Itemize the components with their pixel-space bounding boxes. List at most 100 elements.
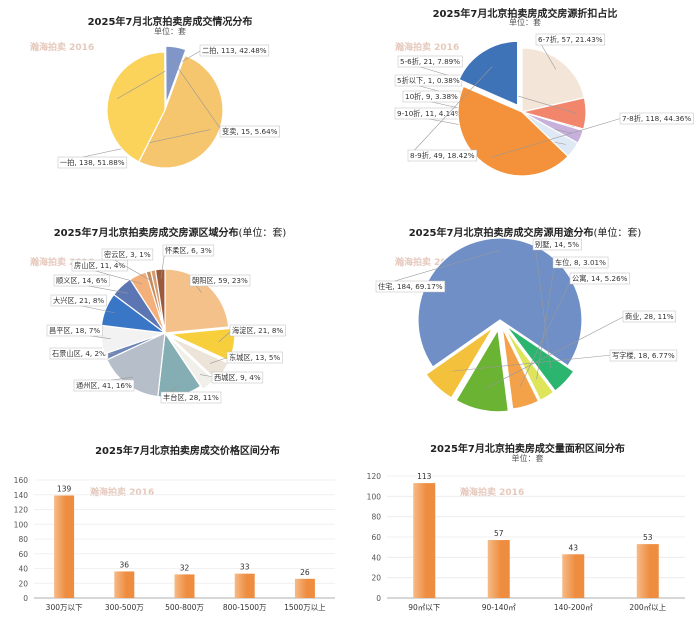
pie-slice-label: 顺义区, 14, 6% [56, 276, 107, 285]
pie-label-box [46, 324, 103, 337]
pie-slice-label: 10折, 9, 3.38% [405, 92, 458, 101]
y-tick-label: 0 [376, 594, 381, 603]
pie-slice [521, 47, 586, 113]
bar-chart: 0 20 40 60 80 100 120 113 90㎡以下 57 90-140㎡ 43 140-20… [367, 472, 685, 612]
x-tick-label: 800-1500万 [223, 603, 267, 612]
bar [54, 495, 75, 598]
pie-slice-label: 昌平区, 18, 7% [49, 326, 100, 335]
chart-title-unit: (单位：套) [238, 228, 287, 239]
pie-label-box [101, 248, 154, 261]
pie-label-box [226, 351, 283, 364]
pie-label-box [397, 55, 463, 68]
pie-slice-label: 车位, 8, 3.01% [555, 258, 606, 267]
watermark-brand: 瀚海拍卖 [395, 43, 432, 53]
pie-slice [165, 45, 187, 105]
bar [114, 571, 135, 598]
pie-label-box [49, 347, 109, 360]
x-tick-label: 500-800万 [165, 603, 204, 612]
pie-slice-label: 商业, 28, 11% [625, 312, 674, 321]
pie-label-box [229, 324, 286, 337]
bar [294, 578, 315, 598]
chart-subtitle: 单位：套 [154, 27, 186, 36]
pie-slice-label: 通州区, 41, 16% [76, 381, 132, 390]
bar-value-label: 26 [300, 568, 310, 577]
bar [174, 574, 195, 598]
chart-panel-discount: 2025年7月北京拍卖房成交房源折扣占比 单位：套 6-7折, 57, 21.4… [350, 0, 700, 200]
y-tick-label: 80 [18, 535, 28, 544]
watermark-brand: 瀚海拍卖 [30, 258, 67, 268]
bar-chart: 0 20 40 60 80 100 120 140 160 139 300万以下 36 300-500万… [14, 476, 335, 612]
pie-slice [154, 268, 166, 334]
watermark-year: 2016 [499, 488, 525, 498]
pie-slice-label: 密云区, 3, 1% [104, 250, 151, 259]
pie-slice [457, 85, 569, 177]
pie-slice-label: 变卖, 15, 5.64% [222, 127, 278, 136]
x-tick-label: 90㎡以下 [408, 603, 441, 612]
pie-leader-line [173, 61, 223, 132]
y-tick-label: 40 [18, 565, 28, 574]
y-tick-label: 20 [18, 579, 28, 588]
y-tick-label: 160 [14, 476, 29, 485]
watermark: 瀚海拍卖 2016 [90, 485, 154, 498]
bar [413, 483, 436, 598]
pie-slice-label: 写字楼, 18, 6.77% [612, 351, 675, 360]
pie-label-box [57, 156, 128, 169]
bar [234, 573, 255, 598]
chart-title: 2025年7月北京拍卖房成交房源用途分布(单位：套) [350, 224, 700, 239]
pie-label-box [219, 125, 280, 138]
pie-label-box [53, 274, 110, 287]
pie-chart: 住宅, 184, 69.17% 别墅, 14, 5% 车位, 8, 3.01% 公寓,… [375, 237, 678, 413]
y-tick-label: 60 [18, 550, 28, 559]
pie-slice-label: 房山区, 11, 4% [74, 261, 125, 270]
pie-label-box [532, 238, 582, 251]
watermark-year: 2016 [434, 43, 460, 53]
pie-leader-line [409, 66, 493, 156]
pie-label-box [50, 294, 107, 307]
pie-slice [501, 327, 540, 410]
pie-slice [425, 326, 494, 399]
pie-slice-label: 怀柔区, 6, 3% [165, 246, 212, 255]
pie-slice-label: 西城区, 9, 4% [214, 373, 261, 382]
pie-label-box [199, 44, 270, 57]
pie-label-box [569, 272, 630, 285]
pie-label-box [622, 310, 677, 323]
watermark: 瀚海拍卖 2016 [460, 485, 524, 498]
y-tick-label: 0 [23, 594, 28, 603]
pie-label-box [375, 280, 446, 293]
x-tick-label: 1500万以上 [284, 603, 326, 612]
watermark-brand: 瀚海拍卖 [395, 258, 432, 268]
pie-label-box [160, 391, 222, 404]
pie-label-box [73, 379, 135, 392]
pie-slice-label: 别墅, 14, 5% [535, 240, 579, 249]
chart-title: 2025年7月北京拍卖房成交房源折扣占比 [432, 9, 618, 20]
pie-slice-label: 住宅, 184, 69.17% [378, 282, 443, 291]
pie-leader-line [116, 49, 203, 99]
pie-slice [455, 327, 510, 413]
y-tick-label: 80 [371, 513, 381, 522]
x-tick-label: 140-200㎡ [554, 603, 593, 612]
bar [487, 540, 510, 598]
y-tick-label: 100 [367, 492, 382, 501]
watermark: 瀚海拍卖 2016 [30, 40, 94, 53]
pie-leader-line [485, 315, 626, 389]
chart-title-main: 2025年7月北京拍卖房成交房源用途分布 [408, 228, 594, 239]
watermark-brand: 瀚海拍卖 [30, 43, 67, 53]
pie-label-box [619, 112, 694, 125]
y-tick-label: 120 [367, 472, 382, 481]
chart-title-unit: (单位：套) [593, 228, 642, 239]
pie-slice-label: 公寓, 14, 5.26% [572, 274, 628, 283]
pie-chart: 一拍, 138, 51.88% 二拍, 113, 42.48% 变卖, 15, 5.… [57, 44, 280, 169]
y-tick-label: 60 [371, 533, 381, 542]
watermark-year: 2016 [129, 488, 155, 498]
watermark: 瀚海拍卖 2016 [395, 40, 459, 53]
bar-value-label: 36 [120, 560, 130, 569]
pie-label-box [407, 149, 478, 162]
pie-label-box [609, 349, 678, 362]
pie-label-box [211, 371, 264, 384]
pie-slice [138, 54, 224, 169]
chart-panel-district: 2025年7月北京拍卖房成交房源区域分布(单位：套) 朝阳区, 59, 23% 海… [0, 210, 340, 420]
pie-leader-line [491, 117, 623, 158]
y-tick-label: 100 [14, 520, 29, 529]
bar-value-label: 33 [240, 563, 250, 572]
pie-leader-line [452, 354, 613, 372]
